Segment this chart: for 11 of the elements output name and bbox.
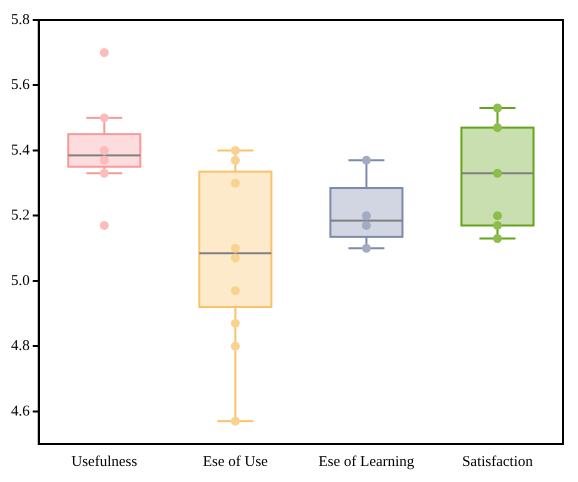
y-tick-label: 5.6 (11, 77, 30, 94)
y-tick-label: 4.6 (11, 403, 30, 420)
y-tick-label: 5.2 (11, 208, 30, 224)
y-tick-label: 5.8 (11, 12, 30, 28)
y-tick-label: 4.8 (11, 338, 30, 354)
x-tick-label: Usefulness (71, 454, 138, 470)
y-tick-label: 5.4 (11, 142, 30, 158)
y-tick-label: 5.0 (11, 272, 30, 289)
x-tick-label: Satisfaction (462, 454, 534, 470)
x-tick-label: Ese of Use (202, 454, 268, 470)
x-tick-label: Ese of Learning (318, 454, 415, 470)
